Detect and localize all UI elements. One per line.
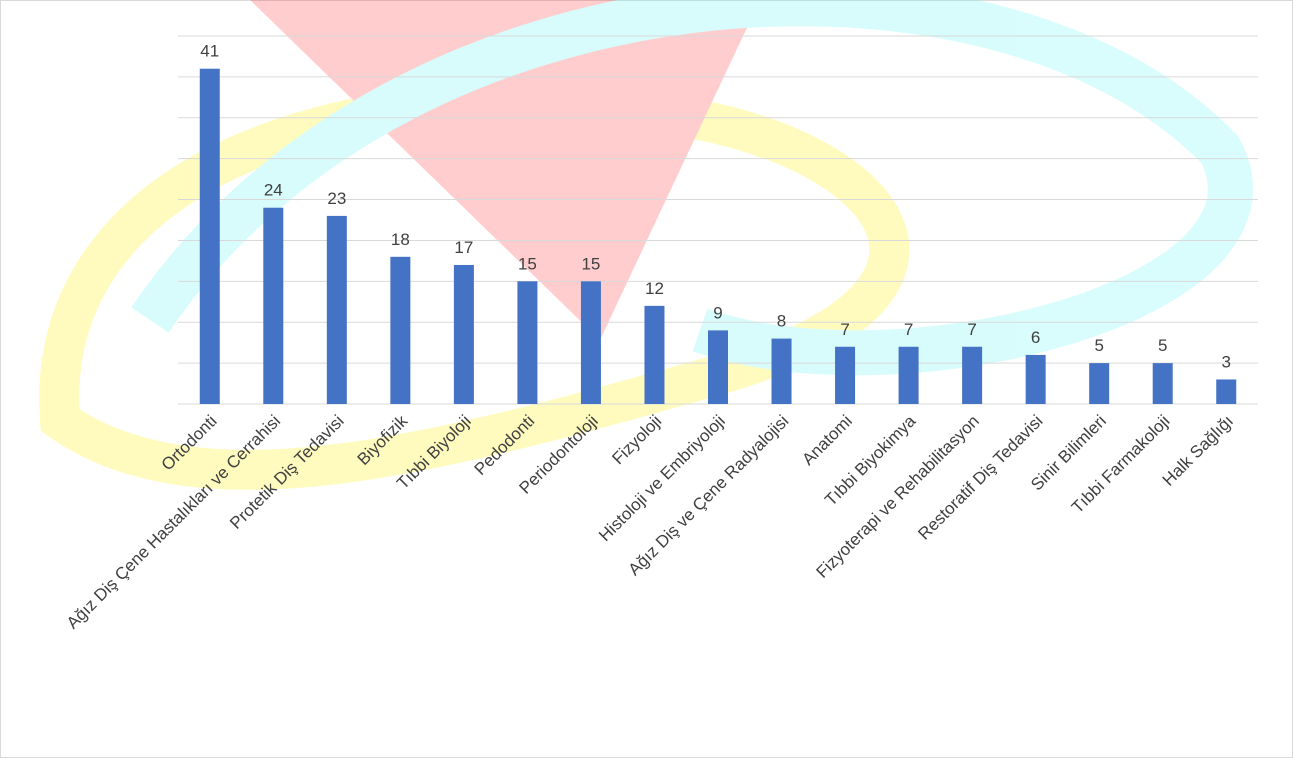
bar <box>899 347 919 404</box>
bar <box>1153 363 1173 404</box>
data-label: 7 <box>967 320 976 339</box>
data-label: 7 <box>904 320 913 339</box>
bar <box>835 347 855 404</box>
data-label: 5 <box>1158 336 1167 355</box>
bar <box>581 281 601 404</box>
data-label: 23 <box>327 189 346 208</box>
data-label: 12 <box>645 279 664 298</box>
data-label: 41 <box>200 42 219 61</box>
bar <box>327 216 347 404</box>
bar <box>1026 355 1046 404</box>
bar <box>644 306 664 404</box>
data-label: 15 <box>581 254 600 273</box>
bar <box>390 257 410 404</box>
data-label: 8 <box>777 312 786 331</box>
bar <box>1089 363 1109 404</box>
data-label: 18 <box>391 230 410 249</box>
bar <box>517 281 537 404</box>
data-label: 17 <box>454 238 473 257</box>
bar <box>962 347 982 404</box>
bar <box>1216 379 1236 404</box>
data-label: 6 <box>1031 328 1040 347</box>
data-label: 7 <box>840 320 849 339</box>
bar <box>708 330 728 404</box>
data-label: 3 <box>1222 352 1231 371</box>
chart: 41Ortodonti24Ağız Diş Çene Hastalıkları … <box>0 0 1293 758</box>
data-label: 9 <box>713 303 722 322</box>
bar <box>772 339 792 404</box>
data-label: 24 <box>264 181 283 200</box>
bar <box>454 265 474 404</box>
data-label: 5 <box>1094 336 1103 355</box>
bar <box>200 69 220 404</box>
data-label: 15 <box>518 254 537 273</box>
bar <box>263 208 283 404</box>
